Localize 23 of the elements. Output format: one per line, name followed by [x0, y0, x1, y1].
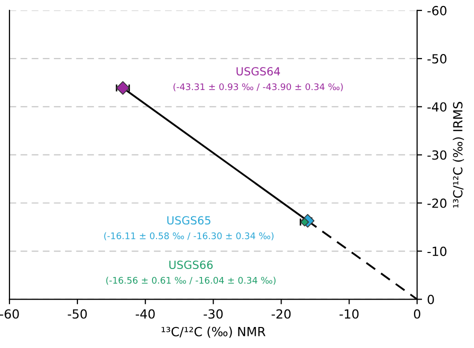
x-tick-label: -60	[0, 309, 19, 319]
x-tick-label: -40	[136, 309, 155, 319]
y-tick-label: -30	[427, 150, 446, 160]
y-tick-label: -50	[427, 54, 446, 64]
y-tick-label: -10	[427, 246, 446, 256]
y-tick-label: -20	[427, 198, 446, 208]
x-axis-title: ¹³C/¹²C (‰) NMR	[162, 326, 266, 338]
y-tick-label: -60	[427, 6, 446, 16]
annotation: (-16.56 ± 0.61 ‰ / -16.04 ± 0.34 ‰)	[106, 276, 276, 285]
annotation: (-16.11 ± 0.58 ‰ / -16.30 ± 0.34 ‰)	[104, 232, 274, 240]
x-tick-label: 0	[414, 309, 420, 319]
x-tick-label: -50	[68, 309, 87, 319]
annotation: (-43.31 ± 0.93 ‰ / -43.90 ± 0.34 ‰)	[174, 83, 343, 92]
x-tick-label: -30	[204, 309, 223, 319]
text: USGS65	[167, 216, 210, 225]
text: USGS66	[169, 260, 213, 270]
x-tick-label: -10	[340, 309, 359, 319]
x-tick-label: -20	[272, 309, 291, 319]
y-axis-title: ¹³C/¹²C (‰) IRMS	[452, 102, 464, 208]
y-tick-label: 0	[428, 294, 434, 304]
text: USGS64	[236, 67, 280, 76]
y-tick-label: -40	[427, 102, 446, 112]
point	[116, 81, 130, 95]
